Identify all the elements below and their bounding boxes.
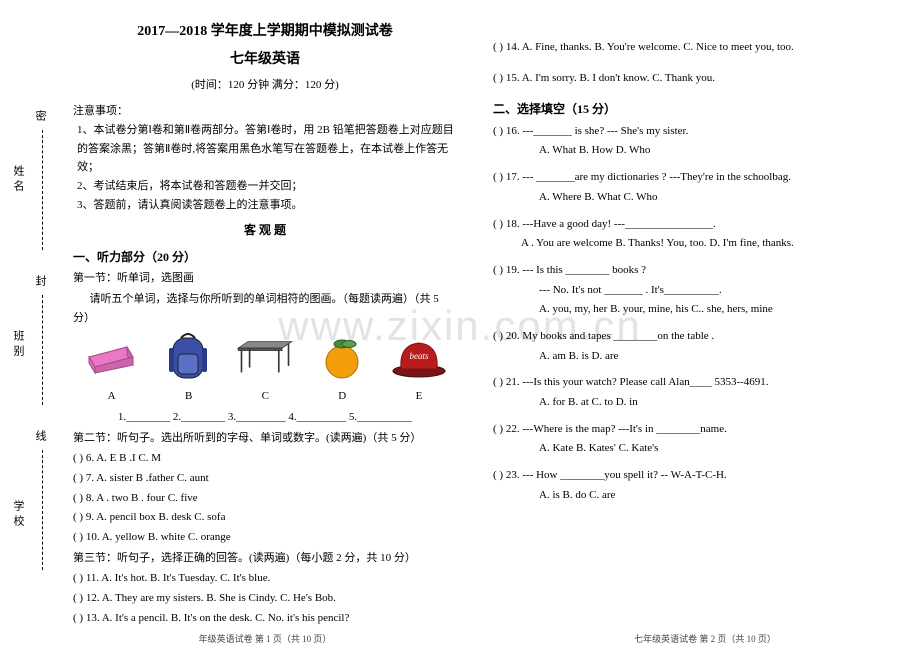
q20: ( ) 20. My books and tapes ________on th… [493, 327, 877, 346]
marker-xian: 线 [32, 430, 48, 441]
q18-opts: A . You are welcome B. Thanks! You, too.… [493, 234, 877, 253]
s1-text: 请听五个单词，选择与你所听到的单词相符的图画。（每题读两遍）（共 5 分） [73, 290, 457, 327]
q8: ( ) 8. A . two B . four C. five [73, 489, 457, 508]
s3-head: 第三节：听句子，选择正确的回答。(读两遍)（每小题 2 分，共 10 分） [73, 549, 457, 568]
binding-margin: 密 姓名 封 班别 线 学校 [0, 0, 55, 651]
q23-opts: A. is B. do C. are [493, 486, 877, 505]
time-score: (时间：120 分钟 满分：120 分) [73, 76, 457, 95]
q11: ( ) 11. A. It's hot. B. It's Tuesday. C.… [73, 569, 457, 588]
q14: ( ) 14. A. Fine, thanks. B. You're welco… [493, 38, 877, 57]
q17-opts: A. Where B. What C. Who [493, 188, 877, 207]
img-label-d: D [338, 387, 346, 406]
image-row: beats [73, 333, 457, 381]
notice-3: 3、答题前，请认真阅读答题卷上的注意事项。 [73, 196, 457, 215]
page-2: ( ) 14. A. Fine, thanks. B. You're welco… [475, 0, 895, 651]
q7: ( ) 7. A. sister B .father C. aunt [73, 469, 457, 488]
s2-head: 第二节：听句子。选出所听到的字母、单词或数字。(读两遍)（共 5 分） [73, 429, 457, 448]
section-objective: 客 观 题 [73, 220, 457, 240]
eraser-icon [81, 333, 141, 381]
notice-2: 2、考试结束后，将本试卷和答题卷一并交回； [73, 177, 457, 196]
q13: ( ) 13. A. It's a pencil. B. It's on the… [73, 609, 457, 628]
dash-2 [42, 295, 43, 405]
q20-opts: A. am B. is D. are [493, 347, 877, 366]
s1-head: 第一节：听单词，选图画 [73, 269, 457, 288]
marker-mi: 密 [32, 110, 48, 121]
blanks-row: 1.________ 2.________ 3._________ 4.____… [73, 408, 457, 427]
part1-head: 一、听力部分（20 分） [73, 247, 457, 267]
q19: ( ) 19. --- Is this ________ books ? [493, 261, 877, 280]
label-school: 学校 [10, 500, 26, 530]
q6: ( ) 6. A. E B .I C. M [73, 449, 457, 468]
q19-b: --- No. It's not _______ . It's_________… [493, 281, 877, 300]
svg-text:beats: beats [409, 351, 428, 361]
table-icon [235, 333, 295, 381]
q16: ( ) 16. ---_______ is she? --- She's my … [493, 122, 877, 141]
q21-opts: A. for B. at C. to D. in [493, 393, 877, 412]
q9: ( ) 9. A. pencil box B. desk C. sofa [73, 508, 457, 527]
img-label-b: B [185, 387, 192, 406]
dash-3 [42, 450, 43, 570]
marker-feng: 封 [32, 275, 48, 286]
img-label-c: C [262, 387, 269, 406]
q16-opts: A. What B. How D. Who [493, 141, 877, 160]
img-label-e: E [416, 387, 423, 406]
hat-icon: beats [389, 333, 449, 381]
q22-opts: A. Kate B. Kates' C. Kate's [493, 439, 877, 458]
img-label-a: A [108, 387, 116, 406]
q12: ( ) 12. A. They are my sisters. B. She i… [73, 589, 457, 608]
q21: ( ) 21. ---Is this your watch? Please ca… [493, 373, 877, 392]
q22: ( ) 22. ---Where is the map? ---It's in … [493, 420, 877, 439]
q23: ( ) 23. --- How ________you spell it? --… [493, 466, 877, 485]
q17: ( ) 17. --- _______are my dictionaries ?… [493, 168, 877, 187]
q10: ( ) 10. A. yellow B. white C. orange [73, 528, 457, 547]
notice-head: 注意事项： [73, 102, 457, 121]
title-main: 2017—2018 学年度上学期期中模拟测试卷 [73, 20, 457, 44]
page-1: 2017—2018 学年度上学期期中模拟测试卷 七年级英语 (时间：120 分钟… [55, 0, 475, 651]
notice-1: 1、本试卷分第Ⅰ卷和第Ⅱ卷两部分。答第Ⅰ卷时，用 2B 铅笔把答题卷上对应题目的… [73, 121, 457, 177]
q19-opts: A. you, my, her B. your, mine, his C.. s… [493, 300, 877, 319]
dash-1 [42, 130, 43, 250]
schoolbag-icon [158, 333, 218, 381]
q18: ( ) 18. ---Have a good day! ---_________… [493, 215, 877, 234]
orange-icon [312, 333, 372, 381]
title-sub: 七年级英语 [73, 48, 457, 72]
part2-head: 二、选择填空（15 分） [493, 99, 877, 119]
q15: ( ) 15. A. I'm sorry. B. I don't know. C… [493, 69, 877, 88]
label-class: 班别 [10, 330, 26, 360]
page-container: 密 姓名 封 班别 线 学校 2017—2018 学年度上学期期中模拟测试卷 七… [0, 0, 920, 651]
label-name: 姓名 [10, 165, 26, 195]
image-labels: A B C D E [73, 387, 457, 406]
